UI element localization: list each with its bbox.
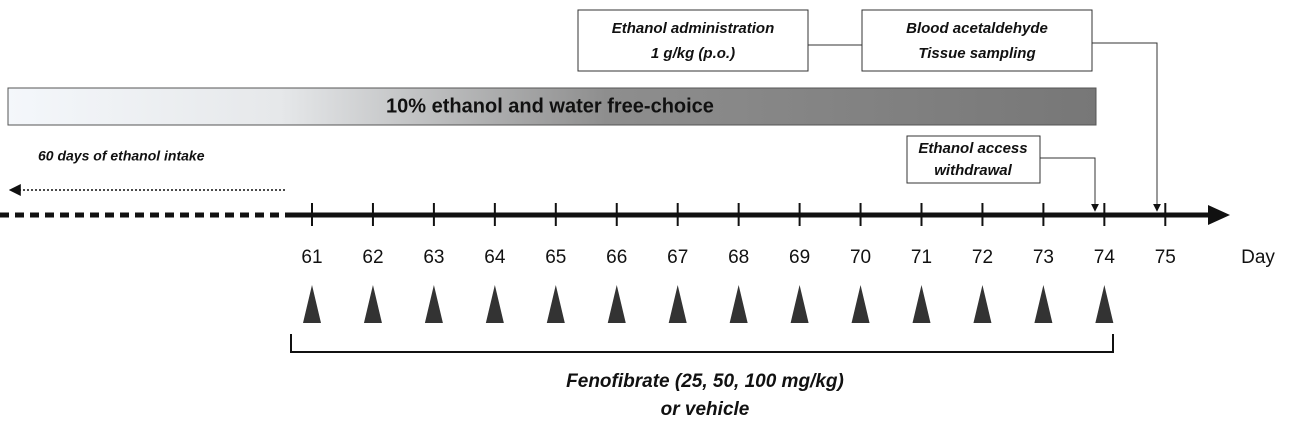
treatment-label: Fenofibrate (25, 50, 100 mg/kg) [566,371,844,392]
day-label: 61 [301,247,322,268]
treatment-bracket [290,334,1114,353]
dose-marker [851,285,870,323]
dose-marker [424,285,443,323]
free-choice-bar [7,87,1097,126]
box-text: 1 g/kg (p.o.) [651,45,735,62]
timeline-arrowhead [1208,205,1230,225]
connector [1040,157,1099,212]
box [906,135,1041,184]
box [861,9,1093,72]
box-text: Ethanol access [918,140,1027,157]
dose-marker [668,285,687,323]
day-label: 65 [545,247,566,268]
connector [1092,42,1161,212]
dose-marker [303,285,321,323]
dose-marker [607,285,626,323]
box-text: withdrawal [934,162,1012,179]
day-label: 70 [850,247,871,268]
dose-marker [1034,285,1053,323]
dose-marker [1095,285,1114,323]
day-label: 64 [484,247,506,268]
dose-marker [729,285,748,323]
dose-marker [546,285,565,323]
treatment-label: or vehicle [661,399,750,420]
axis-label: Day [1241,247,1275,268]
day-label: 63 [423,247,444,268]
day-label: 71 [911,247,932,268]
dose-marker [485,285,504,323]
day-label: 73 [1033,247,1054,268]
day-label: 69 [789,247,810,268]
box-text: Tissue sampling [918,45,1035,62]
intake-label: 60 days of ethanol intake [38,148,205,164]
day-label: 74 [1094,247,1116,268]
box-text: Ethanol administration [612,20,775,37]
dose-marker [363,285,382,323]
day-label: 67 [667,247,688,268]
dose-marker [912,285,931,323]
box-text: Blood acetaldehyde [906,20,1048,37]
box [577,9,809,72]
day-label: 68 [728,247,749,268]
day-label: 75 [1155,247,1176,268]
day-label: 66 [606,247,627,268]
day-label: 62 [362,247,383,268]
free-choice-label: 10% ethanol and water free-choice [386,95,714,117]
day-label: 72 [972,247,993,268]
dose-marker [790,285,809,323]
dose-marker [973,285,992,323]
